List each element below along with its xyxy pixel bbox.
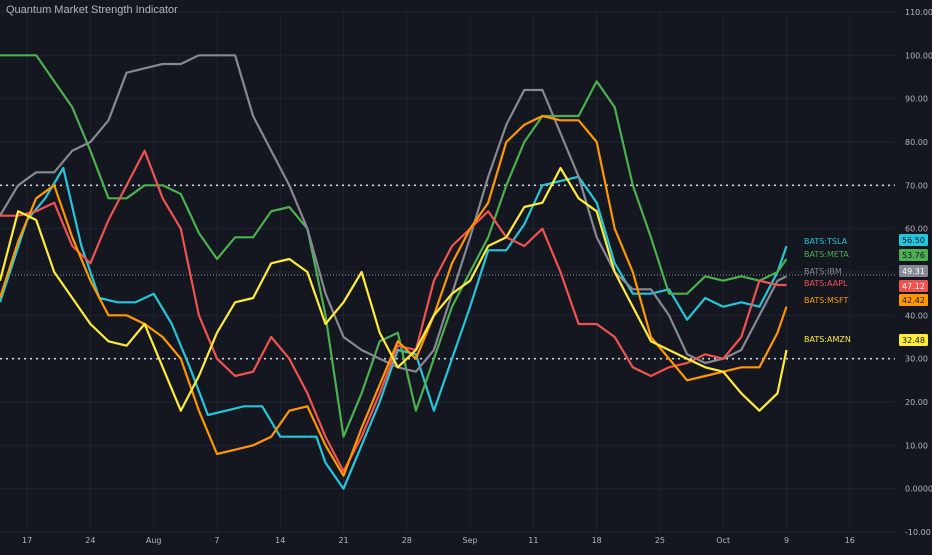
series-line-bats-ibm [0,54,787,373]
price-badge-bats-msft [899,294,928,306]
series-label-bats-meta: BATS:META [804,250,849,259]
x-tick-label: 18 [592,536,602,545]
x-tick-label: 24 [85,536,95,545]
chart-title: Quantum Market Strength Indicator [6,4,178,16]
price-badge-bats-meta [899,249,928,261]
y-tick-label: 110.00 [905,8,932,17]
x-tick-label: 17 [22,536,32,545]
x-tick-label: Sep [463,536,478,545]
series-label-bats-amzn: BATS:AMZN [804,335,851,344]
y-tick-label: 0.0000 [905,485,932,494]
series-line-bats-aapl [0,149,787,473]
x-tick-label: 9 [784,536,789,545]
series-label-bats-ibm: BATS:IBM [804,267,842,276]
series-line-bats-meta [0,54,788,438]
price-badge-bats-tsla [899,234,928,246]
price-badge-value-bats-tsla: 56.50 [902,236,925,245]
x-tick-label: 25 [655,536,665,545]
series-line-bats-amzn [0,166,788,412]
x-tick-label: 16 [845,536,855,545]
y-tick-label: 70.00 [905,181,928,190]
y-tick-label: -10.00 [905,528,931,537]
series-label-bats-tsla: BATS:TSLA [804,237,848,246]
x-tick-label: Oct [716,536,730,545]
y-tick-label: 20.00 [905,398,928,407]
y-tick-label: 40.00 [905,311,928,320]
price-badge-bats-amzn [899,334,928,346]
x-tick-label: 11 [528,536,538,545]
price-badge-bats-ibm [899,265,928,277]
series-label-bats-aapl: BATS:AAPL [804,279,848,288]
price-badge-value-bats-aapl: 47.12 [902,282,925,291]
price-badge-value-bats-msft: 42.42 [902,296,925,305]
series-line-bats-msft [0,114,788,477]
x-tick-label: 7 [214,536,219,545]
y-tick-label: 80.00 [905,138,928,147]
y-tick-label: 10.00 [905,441,928,450]
price-badge-value-bats-amzn: 32.48 [902,336,925,345]
price-badge-value-bats-ibm: 49.31 [902,267,925,276]
y-tick-label: 30.00 [905,355,928,364]
x-tick-label: 28 [402,536,412,545]
series-line-bats-tsla [0,166,788,490]
price-badge-value-bats-meta: 53.76 [902,251,925,260]
x-tick-label: 14 [275,536,285,545]
x-tick-label: Aug [146,536,162,545]
y-tick-label: 90.00 [905,95,928,104]
series-label-bats-msft: BATS:MSFT [804,296,848,305]
y-tick-label: 100.00 [905,51,932,60]
price-badge-bats-aapl [899,280,928,292]
y-tick-label: 60.00 [905,225,928,234]
x-tick-label: 21 [338,536,348,545]
